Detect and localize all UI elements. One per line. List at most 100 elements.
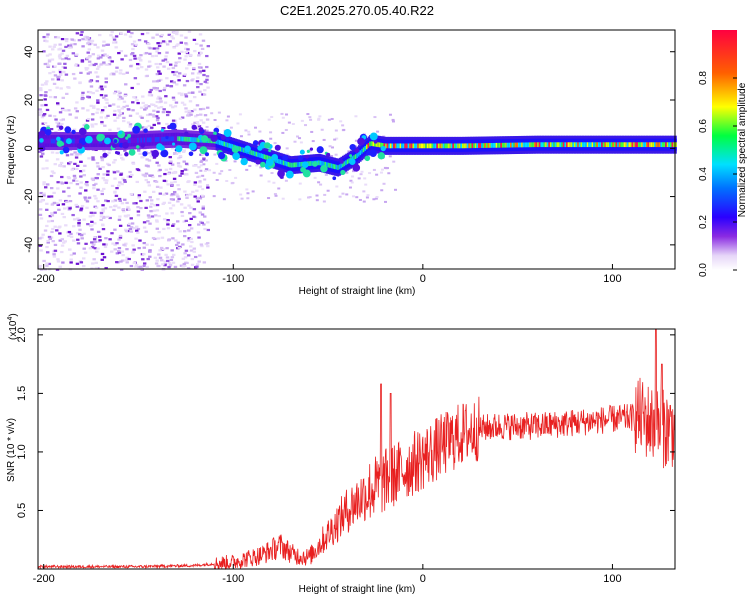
noise-cell xyxy=(189,249,194,252)
ridge-core xyxy=(358,151,360,157)
noise-cell xyxy=(85,184,89,187)
noise-cell xyxy=(213,153,217,156)
noise-cell xyxy=(128,35,133,38)
noise-cell xyxy=(102,96,106,99)
noise-cell xyxy=(203,89,207,92)
ridge-core xyxy=(476,143,479,149)
ridge-core xyxy=(506,142,509,148)
noise-cell xyxy=(267,180,271,183)
colorbar-ticks: 0.00.20.40.60.8 xyxy=(698,71,737,277)
ridge-core xyxy=(321,161,324,166)
ridge-core xyxy=(586,142,589,148)
noise-cell xyxy=(57,128,62,131)
noise-cell xyxy=(79,33,83,36)
noise-cell xyxy=(96,46,100,49)
ridge-core xyxy=(590,142,592,148)
ridge-core xyxy=(473,143,476,149)
noise-cell xyxy=(126,214,131,217)
noise-cell xyxy=(43,121,48,125)
noise-cell xyxy=(239,193,243,196)
noise-cell xyxy=(273,142,277,145)
ridge-core xyxy=(532,142,535,148)
ridge-core xyxy=(250,150,253,156)
noise-cell xyxy=(195,189,199,192)
noise-cell xyxy=(140,66,144,69)
noise-cell xyxy=(272,181,276,184)
noise-cell xyxy=(203,169,207,172)
noise-cell xyxy=(89,104,93,107)
noise-cell xyxy=(104,181,108,184)
noise-cell xyxy=(121,158,125,161)
ridge-blob xyxy=(220,135,226,141)
ridge-blob xyxy=(316,146,324,154)
noise-cell xyxy=(259,174,263,177)
noise-cell xyxy=(132,261,137,265)
ridge-core xyxy=(433,143,436,149)
noise-cell xyxy=(86,42,90,45)
noise-cell xyxy=(125,256,129,259)
snr-scale-exponent: 4 xyxy=(7,317,14,321)
noise-cell xyxy=(193,181,198,184)
noise-cell xyxy=(46,183,50,186)
noise-cell xyxy=(126,206,130,209)
noise-cell xyxy=(179,41,184,44)
noise-cell xyxy=(94,123,98,126)
noise-cell xyxy=(93,222,97,225)
noise-cell xyxy=(117,238,121,241)
noise-cell xyxy=(159,246,164,250)
noise-cell xyxy=(299,141,303,144)
noise-cell xyxy=(102,243,106,246)
ridge-blob xyxy=(71,129,76,135)
noise-cell xyxy=(225,179,229,182)
ridge-core xyxy=(54,138,56,144)
noise-cell xyxy=(147,152,151,155)
noise-cell xyxy=(185,196,189,200)
noise-cell xyxy=(96,230,101,233)
ridge-core xyxy=(50,138,53,144)
noise-cell xyxy=(48,237,53,240)
noise-cell xyxy=(382,182,386,185)
noise-cell xyxy=(394,188,398,191)
noise-cell xyxy=(199,82,203,86)
noise-cell xyxy=(42,183,46,186)
noise-cell xyxy=(119,69,123,72)
noise-cell xyxy=(63,66,67,69)
ridge-core xyxy=(510,142,512,148)
ridge-core xyxy=(391,143,394,149)
noise-cell xyxy=(58,62,62,65)
noise-cell xyxy=(86,72,91,75)
noise-cell xyxy=(129,230,134,233)
noise-cell xyxy=(204,168,209,171)
colorbar-tick-label: 0.2 xyxy=(698,215,709,229)
noise-cell xyxy=(122,100,127,103)
noise-cell xyxy=(162,108,166,111)
colorbar-tick-label: 0.8 xyxy=(698,71,709,85)
ridge-blob xyxy=(122,141,129,149)
noise-cell xyxy=(198,181,202,184)
ridge-core xyxy=(140,137,143,143)
ridge-core xyxy=(502,142,504,148)
noise-cell xyxy=(202,157,206,160)
ridge-core xyxy=(47,138,50,144)
noise-cell xyxy=(45,245,49,249)
ridge-core xyxy=(430,143,432,149)
noise-cell xyxy=(38,200,43,203)
noise-cell xyxy=(80,60,85,63)
ridge-core xyxy=(642,142,645,148)
noise-cell xyxy=(374,197,378,200)
noise-cell xyxy=(246,197,250,200)
noise-cell xyxy=(187,204,191,207)
ridge-core xyxy=(426,143,429,149)
noise-cell xyxy=(135,229,139,232)
noise-cell xyxy=(99,56,103,59)
noise-cell xyxy=(107,56,112,59)
noise-cell xyxy=(273,193,277,196)
noise-cell xyxy=(48,215,53,218)
ridge-core xyxy=(634,142,637,148)
noise-cell xyxy=(197,125,202,128)
noise-cell xyxy=(197,66,202,69)
noise-cell xyxy=(176,220,180,223)
noise-cell xyxy=(91,178,96,182)
noise-cell xyxy=(177,52,181,55)
ridge-core xyxy=(354,154,357,160)
